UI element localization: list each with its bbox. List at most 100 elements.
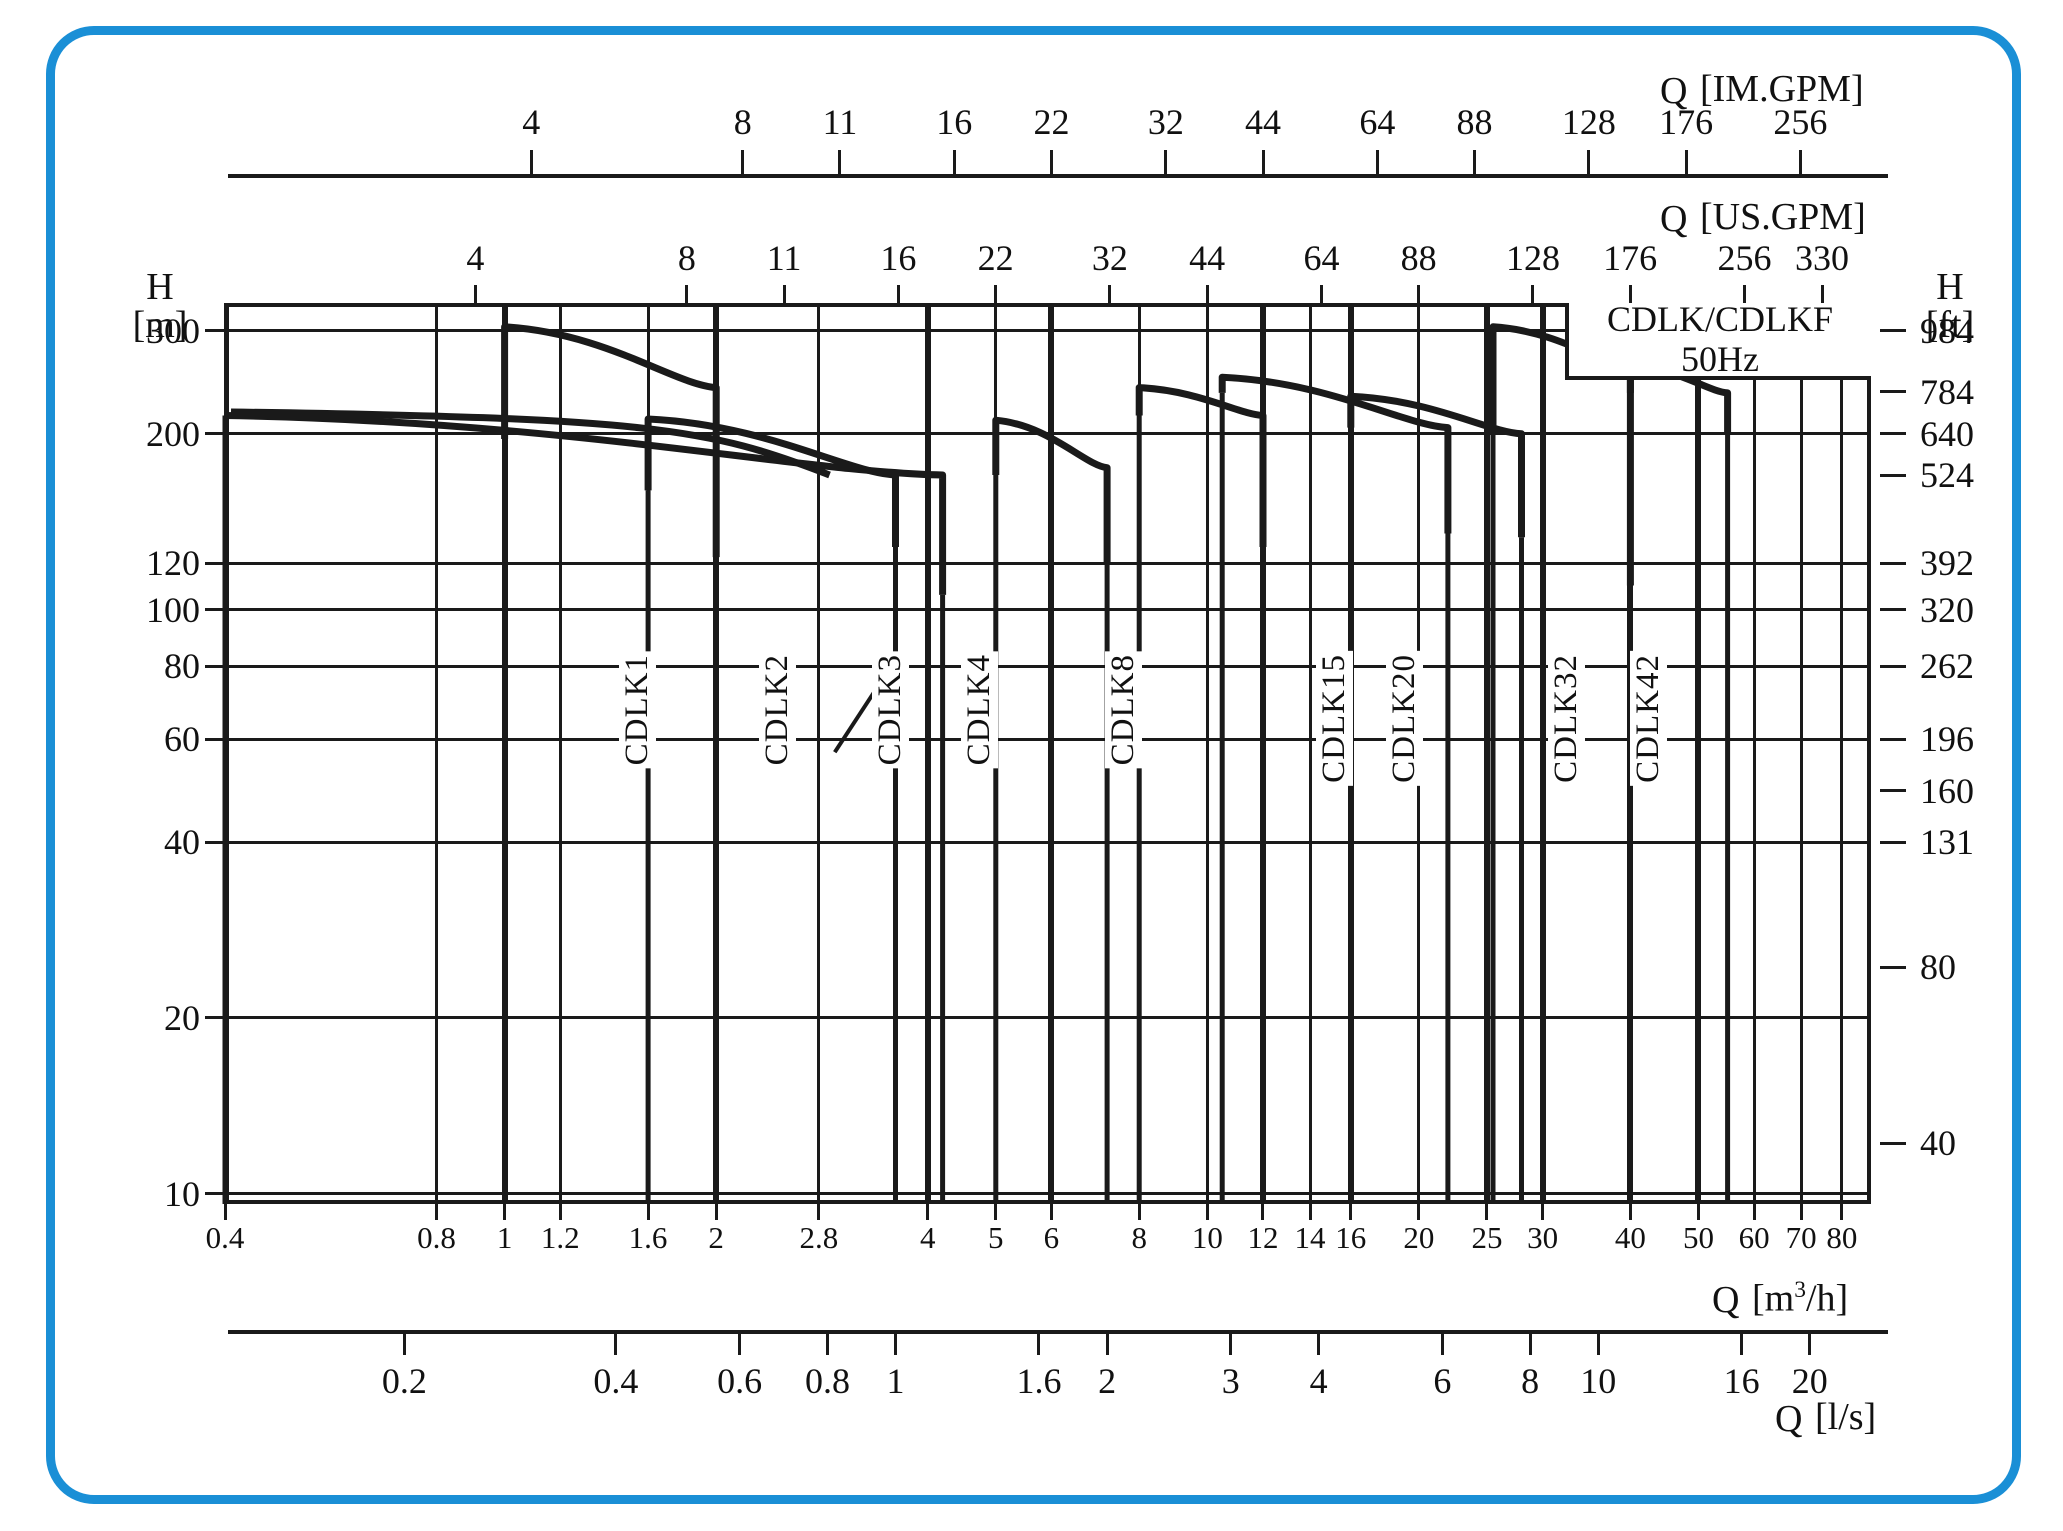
ls-tick-4 [1317, 1333, 1321, 1355]
m3h-label-2p8: 2.8 [799, 1220, 839, 1255]
gridline-h-120 [225, 561, 1871, 565]
ls-label-10: 10 [1580, 1361, 1617, 1401]
curve-CDLK15 [1218, 373, 1452, 534]
h-ft-tick-524 [1880, 473, 1906, 477]
h-ft-label-392: 392 [1920, 543, 1974, 584]
h-ft-tick-320 [1880, 608, 1906, 612]
chart-title-box: CDLK/CDLKF 50Hz [1565, 299, 1871, 380]
h-ft-label-131: 131 [1920, 822, 1974, 863]
m3h-label-6: 6 [1043, 1220, 1060, 1255]
gridline-v-30 [1539, 303, 1546, 1204]
m3h-tick-5 [994, 1204, 998, 1220]
m3h-tick-16 [1349, 1204, 1353, 1220]
h-ft-tick-196 [1880, 737, 1906, 741]
ls-tick-0p4 [614, 1333, 618, 1355]
h-m-label-80: 80 [164, 646, 200, 687]
us-gpm-tick-32 [1108, 285, 1112, 305]
ls-label-6: 6 [1433, 1361, 1452, 1401]
us-gpm-tick-88 [1417, 285, 1421, 305]
axis-label-ls-unit: [l/s] [1815, 1396, 1877, 1438]
h-ft-label-524: 524 [1920, 455, 1974, 496]
m3h-tick-30 [1541, 1204, 1545, 1220]
h-m-label-40: 40 [164, 822, 200, 863]
h-ft-label-80: 80 [1920, 947, 1956, 988]
h-m-tick-60 [205, 737, 225, 741]
h-m-label-20: 20 [164, 997, 200, 1038]
blue-rounded-border [46, 26, 2021, 1504]
right-axis-unit: [ft] [1925, 304, 1975, 346]
im-gpm-axis-line [228, 174, 1888, 178]
m3h-tick-80 [1840, 1204, 1844, 1220]
im-gpm-tick-8 [741, 150, 745, 174]
h-m-label-60: 60 [164, 719, 200, 760]
curve-label-CDLK32: CDLK32 [1548, 650, 1586, 786]
h-m-label-100: 100 [146, 589, 200, 630]
us-gpm-label-22: 22 [977, 238, 1014, 278]
im-gpm-label-88: 88 [1456, 102, 1493, 142]
gridline-v-6 [1048, 303, 1055, 1204]
ls-tick-6 [1440, 1333, 1444, 1355]
h-m-tick-300 [205, 329, 225, 333]
im-gpm-tick-256 [1798, 150, 1802, 174]
ls-tick-8 [1528, 1333, 1532, 1355]
m3h-label-2: 2 [708, 1220, 724, 1255]
curve-CDLK8 [1135, 384, 1267, 547]
curve-label-CDLK20: CDLK20 [1385, 650, 1423, 786]
gridline-v-60 [1752, 303, 1756, 1204]
m3h-label-16: 16 [1335, 1220, 1367, 1255]
m3h-label-8: 8 [1131, 1220, 1147, 1255]
gridline-v-0p8 [435, 303, 439, 1204]
h-ft-tick-392 [1880, 561, 1906, 565]
gridline-v-50 [1695, 303, 1702, 1204]
right-axis-symbol: H [1936, 266, 1964, 308]
curve-label-CDLK3: CDLK3 [872, 650, 910, 769]
im-gpm-label-11: 11 [822, 102, 858, 142]
axis-label-im-gpm-q: Q [1660, 70, 1688, 112]
m3h-tick-60 [1752, 1204, 1756, 1220]
axis-label-m3h-unit: [m3/h] [1752, 1277, 1849, 1320]
m3h-tick-4 [926, 1204, 930, 1220]
left-axis-unit: [m] [132, 304, 188, 346]
us-gpm-tick-4 [473, 285, 477, 305]
m3h-label-4: 4 [919, 1220, 936, 1255]
gridline-h-100 [225, 608, 1871, 612]
im-gpm-tick-64 [1375, 150, 1379, 174]
curve-CDLK20 [1347, 392, 1525, 538]
m3h-label-30: 30 [1527, 1220, 1559, 1255]
m3h-label-5: 5 [988, 1220, 1004, 1255]
h-ft-tick-80 [1880, 965, 1906, 969]
m3h-tick-2 [714, 1204, 718, 1220]
gridline-v-80 [1840, 303, 1844, 1204]
leader-line-cdlk3 [833, 691, 876, 754]
h-ft-label-40: 40 [1920, 1123, 1956, 1164]
curve-label-CDLK42: CDLK42 [1629, 650, 1667, 786]
ls-label-20: 20 [1791, 1361, 1828, 1401]
im-gpm-label-16: 16 [936, 102, 973, 142]
us-gpm-label-32: 32 [1091, 238, 1128, 278]
axis-label-im-gpm-unit: [IM.GPM] [1700, 68, 1864, 110]
us-gpm-tick-256 [1743, 285, 1747, 305]
gridline-v-4 [924, 303, 931, 1204]
m3h-label-10: 10 [1191, 1220, 1223, 1255]
gridline-v-70 [1799, 303, 1803, 1204]
h-ft-label-984: 984 [1920, 310, 1974, 351]
curve-label-CDLK1: CDLK1 [619, 650, 657, 769]
curve-CDLK2 [644, 415, 899, 547]
ls-label-0p2: 0.2 [381, 1361, 427, 1401]
im-gpm-label-4: 4 [522, 102, 541, 142]
h-m-label-120: 120 [146, 543, 200, 584]
m3h-tick-50 [1696, 1204, 1700, 1220]
h-m-tick-120 [205, 561, 225, 565]
im-gpm-tick-4 [529, 150, 533, 174]
axis-label-us-gpm-q: Q [1660, 198, 1688, 240]
h-m-tick-80 [205, 664, 225, 668]
im-gpm-label-128: 128 [1561, 102, 1616, 142]
h-ft-label-640: 640 [1920, 413, 1974, 454]
ls-tick-20 [1808, 1333, 1812, 1355]
us-gpm-label-330: 330 [1795, 238, 1849, 278]
left-axis-symbol: H [146, 266, 174, 308]
us-gpm-label-4: 4 [466, 238, 485, 278]
us-gpm-label-16: 16 [880, 238, 917, 278]
m3h-label-0p4: 0.4 [205, 1220, 245, 1255]
m3h-label-1p6: 1.6 [628, 1220, 668, 1255]
